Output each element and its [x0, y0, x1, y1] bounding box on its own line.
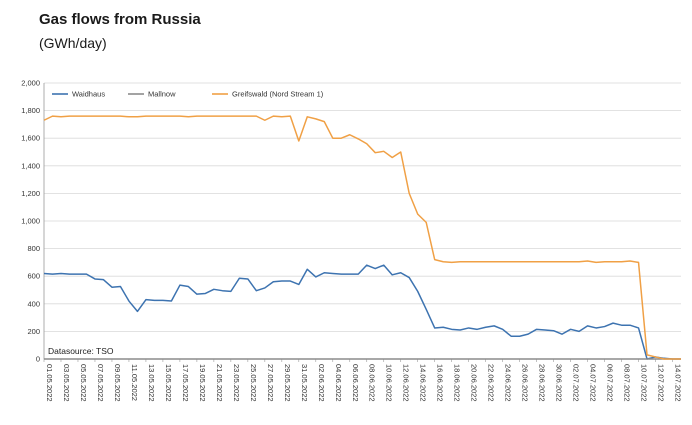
y-tick-label: 600 — [27, 272, 40, 281]
x-tick-label: 19.05.2022 — [198, 364, 207, 402]
x-tick-label: 28.06.2022 — [538, 364, 547, 402]
x-tick-label: 14.07.2022 — [674, 364, 683, 402]
x-tick-label: 08.07.2022 — [623, 364, 632, 402]
x-tick-label: 08.06.2022 — [368, 364, 377, 402]
x-tick-label: 22.06.2022 — [487, 364, 496, 402]
x-tick-label: 10.07.2022 — [640, 364, 649, 402]
chart-subtitle: (GWh/day) — [39, 35, 107, 51]
x-tick-label: 30.06.2022 — [555, 364, 564, 402]
x-tick-label: 20.06.2022 — [470, 364, 479, 402]
x-tick-label: 26.06.2022 — [521, 364, 530, 402]
x-tick-label: 25.05.2022 — [249, 364, 258, 402]
legend-label: Waidhaus — [72, 90, 105, 99]
y-tick-label: 2,000 — [21, 79, 40, 88]
y-tick-label: 1,200 — [21, 189, 40, 198]
x-tick-label: 07.05.2022 — [96, 364, 105, 402]
x-tick-label: 01.05.2022 — [45, 364, 54, 402]
x-tick-label: 11.05.2022 — [130, 364, 139, 401]
x-tick-label: 31.05.2022 — [300, 364, 309, 402]
x-tick-label: 14.06.2022 — [419, 364, 428, 402]
series-line-greifswald-nord-stream-1 — [43, 115, 681, 360]
x-tick-label: 12.07.2022 — [657, 364, 666, 402]
x-tick-label: 06.06.2022 — [351, 364, 360, 402]
data-source-note: Datasource: TSO — [48, 346, 114, 356]
y-tick-label: 1,000 — [21, 217, 40, 226]
x-tick-label: 04.06.2022 — [334, 364, 343, 402]
x-tick-label: 16.06.2022 — [436, 364, 445, 402]
x-tick-label: 06.07.2022 — [606, 364, 615, 402]
x-tick-label: 03.05.2022 — [62, 364, 71, 402]
x-tick-label: 15.05.2022 — [164, 364, 173, 402]
x-tick-label: 17.05.2022 — [181, 364, 190, 402]
x-tick-label: 05.05.2022 — [79, 364, 88, 402]
x-tick-label: 27.05.2022 — [266, 364, 275, 402]
x-tick-label: 24.06.2022 — [504, 364, 513, 402]
y-tick-label: 800 — [27, 244, 40, 253]
x-tick-label: 23.05.2022 — [232, 364, 241, 402]
y-tick-label: 0 — [36, 355, 40, 364]
series-lines — [43, 115, 681, 360]
x-axis-ticks: 01.05.2022 03.05.2022 05.05.2022 07.05.2022… — [43, 359, 683, 402]
y-axis-ticks: 0 200 400 600 800 1,000 1,200 1,400 1,600 1,800 2,… — [21, 79, 40, 364]
x-tick-label: 09.05.2022 — [113, 364, 122, 402]
chart-title: Gas flows from Russia — [39, 11, 201, 28]
series-line-waidhaus — [43, 264, 681, 360]
legend-label: Greifswald (Nord Stream 1) — [232, 90, 324, 99]
y-tick-label: 200 — [27, 327, 40, 336]
gridlines — [43, 82, 681, 360]
x-tick-label: 10.06.2022 — [385, 364, 394, 402]
x-tick-label: 21.05.2022 — [215, 364, 224, 402]
x-tick-label: 29.05.2022 — [283, 364, 292, 402]
x-tick-label: 12.06.2022 — [402, 364, 411, 402]
y-tick-label: 1,800 — [21, 106, 40, 115]
x-tick-label: 18.06.2022 — [453, 364, 462, 402]
y-tick-label: 1,600 — [21, 134, 40, 143]
legend-label: Mallnow — [148, 90, 176, 99]
y-tick-label: 400 — [27, 299, 40, 308]
x-tick-label: 04.07.2022 — [589, 364, 598, 402]
legend: Waidhaus Mallnow Greifswald (Nord Stream 1… — [52, 90, 324, 99]
y-tick-label: 1,400 — [21, 161, 40, 170]
x-tick-label: 13.05.2022 — [147, 364, 156, 402]
x-tick-label: 02.06.2022 — [317, 364, 326, 402]
x-tick-label: 02.07.2022 — [572, 364, 581, 402]
